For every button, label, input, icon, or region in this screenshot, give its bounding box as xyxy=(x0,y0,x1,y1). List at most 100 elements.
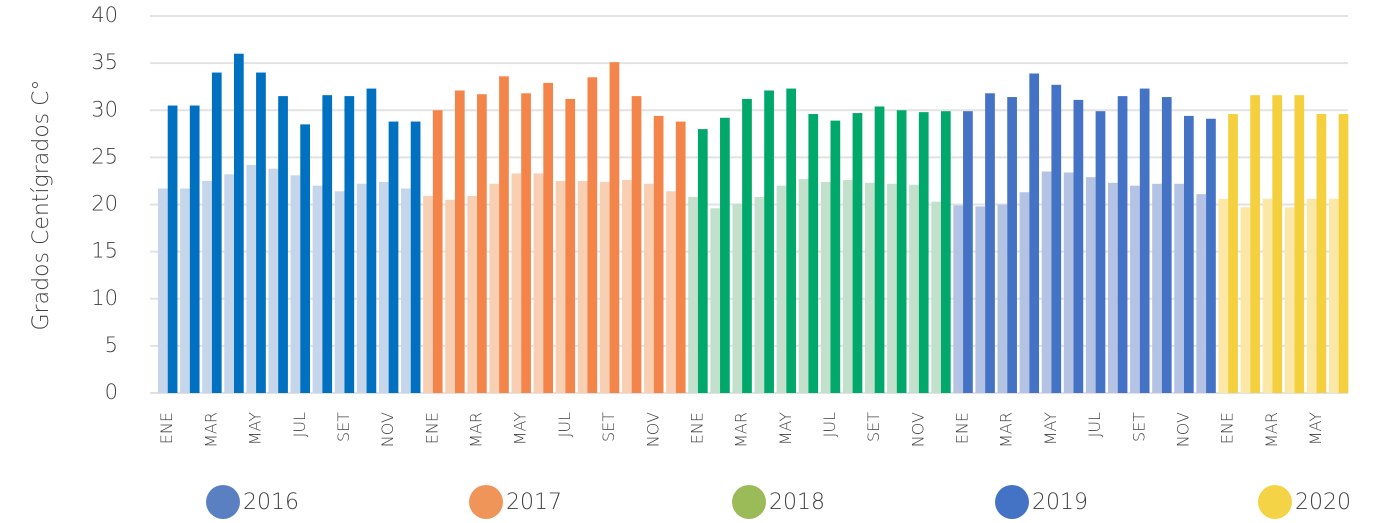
bar xyxy=(666,191,676,393)
bar xyxy=(653,115,664,393)
bar xyxy=(631,96,642,394)
x-tick-label: ENE xyxy=(1218,412,1237,444)
x-tick-label: SET xyxy=(1129,412,1148,442)
x-tick-label: MAY xyxy=(1306,412,1325,446)
bar xyxy=(852,113,863,393)
x-tick-label: SET xyxy=(599,412,618,442)
bar xyxy=(445,199,455,393)
bar xyxy=(675,121,686,393)
bar xyxy=(477,94,487,393)
y-tick-label: 15 xyxy=(91,239,118,263)
bar xyxy=(786,88,797,393)
legend-swatch xyxy=(995,485,1029,519)
bar xyxy=(1228,114,1238,394)
x-tick-label: ENE xyxy=(157,412,176,444)
bar xyxy=(246,164,257,393)
bar xyxy=(1240,207,1251,393)
bar xyxy=(312,185,323,393)
x-tick-label: ENE xyxy=(687,412,706,444)
bar xyxy=(842,179,853,393)
bar xyxy=(887,183,897,393)
x-tick-label: MAR xyxy=(732,412,751,448)
bar xyxy=(1272,95,1283,394)
bar xyxy=(521,93,531,393)
bar xyxy=(896,110,907,393)
bar xyxy=(776,185,787,393)
bar xyxy=(1262,198,1273,393)
bar xyxy=(378,181,389,393)
bar xyxy=(710,208,721,393)
bar xyxy=(1063,172,1074,393)
bar xyxy=(1117,96,1128,394)
x-tick-label: SET xyxy=(864,412,883,442)
y-tick-label: 0 xyxy=(105,380,118,404)
y-axis-label: Grados Centígrados C° xyxy=(29,79,54,330)
bar xyxy=(1051,84,1062,394)
bar xyxy=(909,184,919,393)
bar xyxy=(489,183,500,393)
bar xyxy=(732,203,743,393)
y-tick-label: 25 xyxy=(91,144,118,168)
x-tick-label: NOV xyxy=(378,412,397,447)
legend-label: 2018 xyxy=(769,490,825,515)
bar xyxy=(599,181,610,393)
bar xyxy=(322,95,333,394)
bar xyxy=(1316,114,1327,394)
x-tick-label: JUL xyxy=(555,412,574,437)
legend-swatch xyxy=(206,485,240,519)
bar xyxy=(356,183,367,393)
x-tick-label: MAR xyxy=(201,412,220,448)
x-tick-label: NOV xyxy=(908,412,927,447)
bar xyxy=(1284,207,1295,393)
bar xyxy=(577,180,588,393)
x-tick-label: MAR xyxy=(467,412,486,448)
bar xyxy=(1183,115,1194,393)
bar xyxy=(423,196,433,393)
bar xyxy=(587,77,598,393)
bar xyxy=(1041,171,1052,393)
bar xyxy=(1073,99,1084,393)
bar xyxy=(764,90,774,394)
bar xyxy=(820,181,831,393)
bar xyxy=(233,53,244,393)
legend-swatch xyxy=(1258,485,1292,519)
bar xyxy=(511,173,522,393)
x-tick-label: MAY xyxy=(511,412,530,446)
bar xyxy=(202,180,212,393)
x-tick-label: MAR xyxy=(1262,412,1281,448)
x-tick-label: NOV xyxy=(643,412,662,447)
bar xyxy=(555,180,566,393)
bar xyxy=(1294,95,1305,394)
bar xyxy=(211,72,222,394)
y-tick-label: 10 xyxy=(91,286,118,310)
bar xyxy=(720,117,730,393)
x-tick-label: ENE xyxy=(422,412,441,444)
bar xyxy=(1306,198,1317,393)
bar xyxy=(1095,111,1106,393)
x-tick-label: MAY xyxy=(776,412,795,446)
bar xyxy=(1029,73,1040,394)
y-tick-label: 20 xyxy=(91,192,118,216)
bar xyxy=(742,98,752,393)
bar xyxy=(931,201,941,393)
y-tick-label: 5 xyxy=(105,333,118,357)
bar xyxy=(180,188,190,393)
bar xyxy=(388,121,399,393)
bar xyxy=(1206,118,1216,394)
bar xyxy=(410,121,421,393)
bar xyxy=(1196,194,1207,393)
bar xyxy=(1139,88,1150,393)
bar xyxy=(621,179,632,393)
bar xyxy=(1218,198,1229,393)
bar xyxy=(644,183,654,393)
bar xyxy=(268,168,279,393)
x-tick-label: MAY xyxy=(1041,412,1060,446)
x-tick-label: JUL xyxy=(290,412,309,437)
x-tick-label: JUL xyxy=(1085,412,1104,437)
legend-label: 2019 xyxy=(1032,490,1088,515)
y-tick-label: 40 xyxy=(91,3,118,27)
bar xyxy=(1338,114,1349,394)
bar xyxy=(189,105,200,393)
legend-label: 2020 xyxy=(1295,490,1351,515)
